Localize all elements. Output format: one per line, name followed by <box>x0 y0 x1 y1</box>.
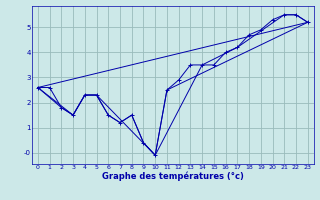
X-axis label: Graphe des températures (°c): Graphe des températures (°c) <box>102 172 244 181</box>
